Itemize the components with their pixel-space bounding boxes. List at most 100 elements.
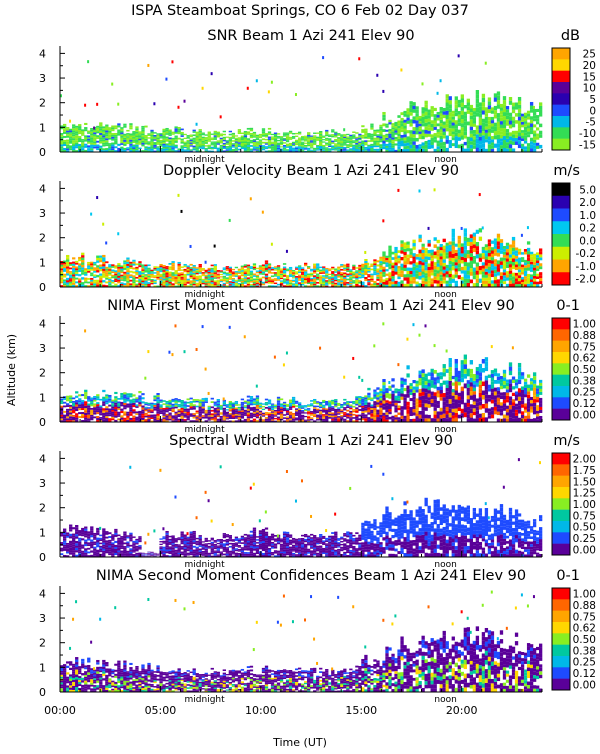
heatmap-cell (458, 100, 461, 104)
heatmap-cell (132, 149, 135, 150)
heatmap-cell (349, 136, 352, 137)
heatmap-cell (533, 115, 536, 118)
heatmap-cell (298, 272, 301, 274)
heatmap-cell (126, 266, 129, 268)
heatmap-cell (108, 401, 111, 403)
heatmap-cell (132, 264, 135, 266)
heatmap-cell (512, 273, 515, 277)
heatmap-cell (259, 265, 262, 267)
heatmap-cell (81, 147, 84, 149)
heatmap-cell (310, 273, 313, 274)
heatmap-cell (111, 413, 114, 415)
heatmap-cell (391, 140, 394, 142)
heatmap-cell (174, 272, 177, 273)
heatmap-cell (394, 124, 397, 126)
heatmap-cell (425, 101, 428, 105)
heatmap-cell (126, 395, 129, 397)
heatmap-cell (473, 237, 476, 241)
heatmap-cell (470, 253, 473, 257)
heatmap-cell (304, 277, 307, 279)
heatmap-cell (93, 283, 96, 285)
heatmap-cell (409, 268, 412, 271)
heatmap-cell (385, 138, 388, 140)
heatmap-cell (223, 131, 226, 133)
heatmap-cell (331, 134, 334, 136)
heatmap-cell (506, 142, 509, 145)
heatmap-cell (337, 149, 340, 150)
heatmap-cell (99, 148, 102, 150)
heatmap-cell (81, 133, 84, 135)
heatmap-cell (422, 107, 425, 110)
heatmap-cell (440, 123, 443, 126)
heatmap-cell (428, 140, 431, 143)
heatmap-cell (268, 270, 271, 272)
heatmap-cell (129, 265, 132, 267)
heatmap-cell (337, 282, 340, 284)
heatmap-cell (244, 140, 247, 142)
heatmap-cell (202, 412, 205, 414)
heatmap-cell (69, 140, 72, 142)
heatmap-cell (196, 417, 199, 419)
heatmap-cell (93, 138, 96, 140)
heatmap-cell (328, 148, 331, 149)
heatmap-cell (196, 145, 199, 146)
heatmap-cell (343, 277, 346, 279)
heatmap-cell (63, 266, 66, 268)
heatmap-cell (391, 133, 394, 135)
heatmap-cell (159, 274, 162, 276)
heatmap-cell (235, 411, 238, 413)
heatmap-cell (153, 403, 156, 405)
heatmap-cell (159, 280, 162, 282)
heatmap-cell (132, 418, 135, 420)
heatmap-cell (150, 404, 153, 405)
heatmap-cell (268, 140, 271, 142)
heatmap-cell (226, 407, 229, 408)
heatmap-cell (135, 137, 138, 139)
heatmap-cell (247, 268, 250, 270)
heatmap-cell (108, 271, 111, 273)
heatmap-cell (205, 276, 208, 277)
heatmap-cell (367, 137, 370, 138)
heatmap-cell (340, 410, 343, 411)
heatmap-cell (126, 418, 129, 420)
heatmap-cell (431, 120, 434, 124)
heatmap-cell (190, 267, 193, 269)
heatmap-cell (190, 282, 193, 284)
heatmap-cell (292, 406, 295, 408)
heatmap-cell (422, 120, 425, 123)
heatmap-cell (226, 404, 229, 405)
heatmap-cell (449, 132, 452, 136)
heatmap-cell (334, 276, 337, 277)
heatmap-cell (156, 414, 159, 416)
heatmap-cell (256, 271, 259, 272)
heatmap-cell (503, 124, 506, 128)
heatmap-cell (397, 115, 400, 118)
heatmap-cell (259, 142, 262, 143)
heatmap-cell (479, 118, 482, 122)
heatmap-speck (96, 103, 98, 106)
heatmap-cell (135, 134, 138, 136)
heatmap-cell (111, 408, 114, 410)
heatmap-cell (138, 415, 141, 417)
heatmap-cell (452, 262, 455, 266)
heatmap-cell (247, 396, 250, 398)
heatmap-cell (190, 405, 193, 407)
heatmap-cell (277, 417, 280, 419)
heatmap-speck (147, 64, 149, 67)
heatmap-cell (431, 270, 434, 273)
heatmap-cell (391, 257, 394, 260)
heatmap-cell (184, 284, 187, 286)
heatmap-cell (253, 419, 256, 421)
heatmap-cell (132, 268, 135, 270)
heatmap-cell (217, 401, 220, 403)
heatmap-cell (418, 265, 421, 269)
heatmap-cell (334, 136, 337, 137)
heatmap-cell (232, 137, 235, 138)
heatmap-cell (313, 148, 316, 149)
heatmap-cell (256, 403, 259, 405)
heatmap-cell (153, 399, 156, 401)
heatmap-cell (397, 282, 400, 285)
heatmap-cell (253, 273, 256, 275)
heatmap-cell (277, 418, 280, 420)
heatmap-cell (250, 149, 253, 151)
